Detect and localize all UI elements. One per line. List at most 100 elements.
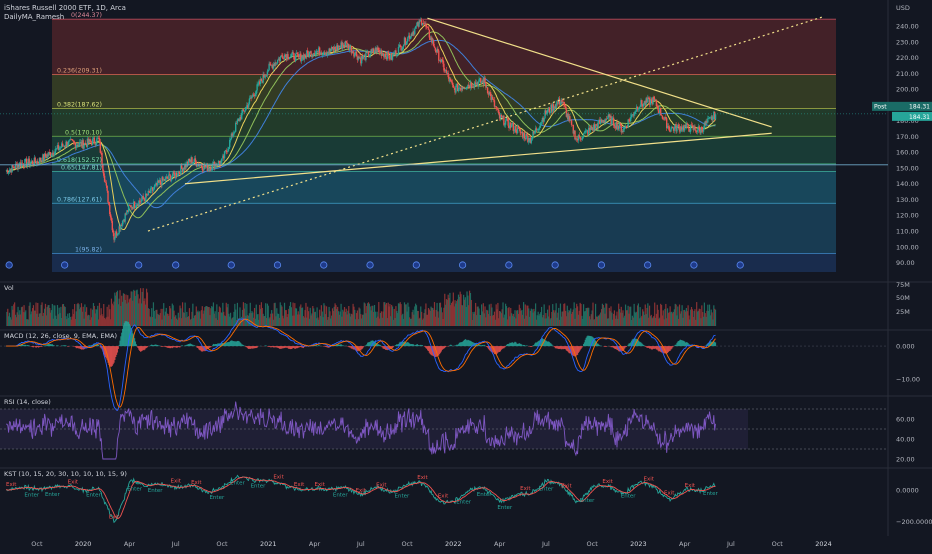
- price-candle: [78, 145, 79, 146]
- price-candle: [630, 117, 631, 121]
- macd-histogram-bar: [552, 346, 553, 347]
- price-tick-label: 230.00: [896, 38, 919, 46]
- price-candle: [687, 123, 688, 124]
- price-candle: [64, 147, 65, 148]
- price-candle: [569, 116, 570, 121]
- price-candle: [520, 132, 521, 133]
- price-candle: [69, 140, 70, 141]
- price-tick-label: 120.00: [896, 212, 919, 220]
- price-candle: [453, 85, 454, 87]
- price-candle: [264, 77, 265, 78]
- price-candle: [564, 104, 565, 106]
- kst-annotation-label: Enter: [230, 481, 246, 487]
- macd-histogram-bar: [363, 346, 364, 347]
- price-candle: [227, 149, 228, 152]
- price-candle: [400, 45, 401, 46]
- price-candle: [547, 110, 548, 113]
- price-candle: [468, 85, 469, 86]
- macd-histogram-bar: [448, 346, 449, 347]
- price-candle: [513, 130, 514, 131]
- price-candle: [226, 150, 227, 151]
- kst-annotation-label: Exit: [685, 483, 696, 489]
- price-candle: [635, 111, 636, 112]
- price-candle: [687, 124, 688, 128]
- price-candle: [398, 47, 399, 54]
- time-tick-label: Oct: [216, 540, 228, 548]
- price-candle: [607, 118, 608, 119]
- price-candle: [596, 124, 597, 125]
- price-candle: [169, 174, 170, 175]
- price-candle: [122, 221, 123, 226]
- price-candle: [365, 52, 366, 60]
- price-candle: [148, 191, 149, 192]
- price-candle: [584, 132, 585, 133]
- price-candle: [691, 125, 692, 126]
- time-tick-label: Jul: [356, 540, 365, 548]
- macd-histogram-bar: [380, 345, 381, 346]
- price-candle: [388, 55, 389, 59]
- price-candle: [92, 139, 93, 145]
- price-candle: [606, 119, 607, 120]
- volume-tick-label: 75M: [896, 281, 910, 289]
- price-candle: [406, 41, 407, 44]
- price-candle: [181, 166, 182, 169]
- fib-level-label: 0.786(127.61): [57, 196, 102, 203]
- price-candle: [627, 119, 628, 127]
- price-candle: [85, 143, 86, 144]
- macd-histogram-bar: [451, 345, 452, 346]
- price-candle: [689, 131, 690, 132]
- price-candle: [195, 158, 196, 161]
- event-marker: [173, 262, 179, 268]
- price-candle: [154, 187, 155, 190]
- price-candle: [268, 70, 269, 71]
- price-candle: [715, 114, 716, 119]
- price-candle: [519, 129, 520, 132]
- kst-annotation-label: Exit: [643, 477, 654, 483]
- price-candle: [94, 138, 95, 143]
- kst-tick-label: 0.0000: [896, 486, 919, 494]
- price-candle: [539, 126, 540, 128]
- price-candle: [597, 122, 598, 129]
- price-candle: [166, 177, 167, 179]
- price-candle: [657, 106, 658, 110]
- price-candle: [538, 128, 539, 129]
- price-candle: [377, 48, 378, 50]
- volume-bars: [6, 288, 716, 326]
- time-tick-label: Apr: [124, 540, 136, 548]
- price-candle: [72, 140, 73, 141]
- price-candle: [407, 37, 408, 41]
- price-candle: [114, 237, 115, 239]
- price-candle: [221, 158, 222, 161]
- price-candle: [428, 27, 429, 30]
- volume-pane-label: Vol: [4, 284, 14, 292]
- price-candle: [287, 54, 288, 59]
- price-candle: [13, 167, 14, 168]
- price-candle: [492, 97, 493, 100]
- time-tick-label: 2023: [630, 540, 647, 548]
- price-tick-label: 220.00: [896, 54, 919, 62]
- volume-tick-label: 25M: [896, 308, 910, 316]
- event-marker: [691, 262, 697, 268]
- fib-band: [52, 109, 836, 137]
- price-candle: [284, 55, 285, 59]
- kst-tick-label: −200.0000: [896, 518, 932, 526]
- indicator-name: DailyMA_Ramesh: [4, 13, 64, 21]
- last-price-value: 184.31: [909, 114, 930, 121]
- price-candle: [224, 151, 225, 158]
- price-candle: [579, 137, 580, 139]
- price-candle: [53, 155, 54, 156]
- price-candle: [150, 188, 151, 193]
- price-candle: [109, 205, 110, 214]
- price-candle: [669, 127, 670, 131]
- kst-annotation-label: Enter: [456, 500, 472, 506]
- price-candle: [52, 153, 53, 156]
- price-candle: [478, 79, 479, 81]
- price-candle: [332, 47, 333, 48]
- macd-histogram-bar: [526, 345, 527, 346]
- price-candle: [298, 54, 299, 55]
- price-candle: [397, 54, 398, 55]
- kst-annotation-label: Enter: [497, 505, 513, 511]
- price-candle: [481, 82, 482, 83]
- price-candle: [540, 123, 541, 126]
